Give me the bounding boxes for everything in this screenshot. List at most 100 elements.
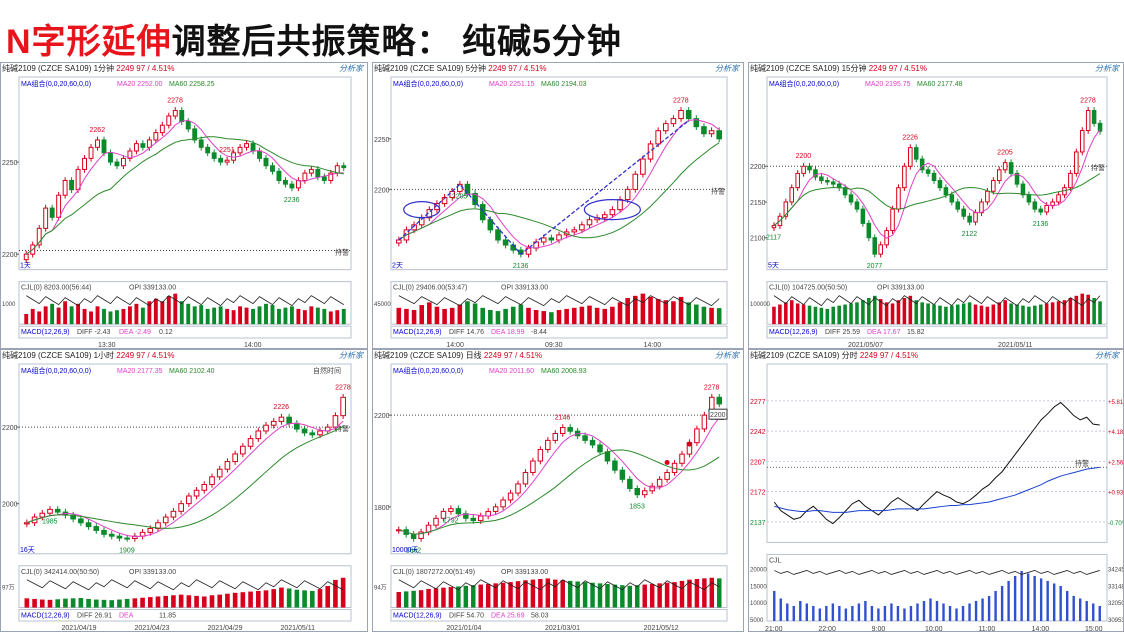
chart-panel-1分钟[interactable]: 纯碱2109 (CZCE SA109) 1分钟 2249 97 / 4.51% 分… — [0, 62, 368, 349]
diff-label: DIFF 54.70 — [449, 613, 484, 620]
chart-svg: MA组合(0,0,20,60,0,0) MA20 2252.00 MA60 2258… — [2, 76, 352, 349]
candle — [1026, 194, 1032, 203]
chart-panel-日线[interactable]: 纯碱2109 (CZCE SA109) 日线 2249 97 / 4.51% 分析… — [372, 349, 744, 632]
volume-bar — [124, 598, 130, 608]
volume-bar — [166, 296, 171, 325]
candle — [500, 499, 506, 508]
x-tick: 2021/03/01 — [545, 625, 580, 632]
volume-bar — [485, 583, 491, 608]
price-annotation: 2278 — [335, 384, 351, 391]
highlight-ellipse — [403, 201, 441, 219]
candle — [830, 181, 836, 185]
candle — [604, 451, 611, 462]
opi-label: OPI 339133.00 — [877, 285, 924, 292]
price-annotation: 2278 — [167, 97, 183, 104]
logo: 分析家 — [339, 64, 363, 73]
volume-bar — [95, 306, 100, 325]
volume-bar — [178, 594, 184, 608]
panel-header: 纯碱2109 (CZCE SA109) 分时 2249 97 / 4.51% — [749, 350, 1123, 362]
volume-bar — [24, 313, 29, 325]
volume-bar — [153, 298, 158, 325]
chart-panel-15分钟[interactable]: 纯碱2109 (CZCE SA109) 15分钟 2249 97 / 4.51%… — [748, 62, 1124, 349]
chart-panel-1小时[interactable]: 纯碱2109 (CZCE SA109) 1小时 2249 97 / 4.51% 分… — [0, 349, 368, 632]
x-tick: 2021/05/11 — [998, 342, 1033, 349]
candle — [294, 422, 300, 430]
level-label: 持警 — [1075, 458, 1089, 467]
volume-bar — [102, 308, 106, 325]
volume-bar — [63, 598, 68, 608]
volume-bar — [701, 306, 707, 325]
volume-bar — [132, 598, 138, 608]
y-tick: 2200 — [750, 164, 766, 171]
volume-bar — [442, 308, 447, 325]
y-tick: 2200 — [2, 252, 18, 259]
volume-bar — [186, 595, 192, 608]
volume-bar — [179, 301, 184, 325]
candle — [848, 194, 854, 203]
main-frame — [766, 363, 1108, 543]
candle — [495, 229, 501, 241]
candle — [807, 165, 812, 171]
candle — [237, 146, 243, 154]
volume-bar — [702, 578, 707, 608]
candle — [693, 118, 700, 128]
price-annotation: 2278 — [704, 384, 720, 391]
x-tick: 9:00 — [872, 626, 886, 632]
candle — [162, 516, 169, 524]
volume-bar — [605, 583, 610, 608]
volume-bar — [635, 585, 640, 608]
volume-bar — [914, 300, 919, 325]
bar-counter: 10000天 — [392, 546, 418, 554]
volume-bar — [950, 305, 954, 325]
volume-bar — [612, 584, 618, 608]
price-annotation: 2136 — [513, 263, 529, 270]
volume-bar — [495, 311, 501, 325]
candle — [193, 489, 200, 497]
candle — [166, 115, 172, 126]
volume-bar — [232, 592, 238, 608]
volume-bar — [617, 302, 623, 325]
volume-bar — [908, 295, 913, 325]
volume-bar — [831, 603, 835, 621]
x-tick: 13:30 — [98, 342, 116, 349]
volume-bar — [1062, 300, 1067, 325]
chart-panel-5分钟[interactable]: 纯碱2109 (CZCE SA109) 5分钟 2249 97 / 4.51% 分… — [372, 62, 744, 349]
candle — [62, 179, 68, 196]
candle — [492, 506, 499, 512]
volume-bar — [240, 592, 246, 608]
ma20-label: MA20 2195.75 — [865, 81, 911, 88]
candle — [247, 438, 254, 447]
candle — [101, 139, 107, 154]
candle — [172, 109, 178, 117]
macd-frame — [390, 325, 728, 339]
price-annotation: 2262 — [90, 127, 106, 134]
oi-tick: 320509 — [1108, 601, 1124, 607]
volume-bar — [1003, 300, 1007, 325]
volume-bar — [1026, 573, 1030, 621]
volume-bar — [625, 298, 630, 325]
volume-bar — [870, 605, 874, 621]
volume-bar — [396, 592, 401, 608]
volume-bar — [30, 308, 35, 325]
chart-panel-分时[interactable]: 纯碱2109 (CZCE SA109) 分时 2249 97 / 4.51% 分析… — [748, 349, 1124, 632]
opi-label: OPI 339133.00 — [129, 569, 176, 576]
volume-bar — [944, 306, 948, 325]
level-label: 持警 — [335, 247, 349, 256]
volume-tick: 100000 — [750, 302, 771, 308]
level-label: 持警 — [335, 424, 349, 433]
volume-bar — [1079, 598, 1082, 621]
price-annotation: 1985 — [42, 518, 58, 525]
y-tick: 1800 — [374, 505, 390, 512]
panel-header: 纯碱2109 (CZCE SA109) 1小时 2249 97 / 4.51% — [1, 350, 367, 362]
candle — [649, 485, 655, 492]
volume-bar — [411, 590, 416, 608]
volume-bar — [994, 590, 997, 621]
candle — [836, 183, 842, 189]
volume-frame — [766, 281, 1108, 325]
macd-frame — [18, 325, 352, 339]
volume-bar — [884, 302, 889, 325]
volume-bar — [587, 305, 592, 325]
volume-bar — [663, 300, 669, 325]
candle — [640, 158, 646, 175]
volume-bar — [147, 597, 153, 608]
